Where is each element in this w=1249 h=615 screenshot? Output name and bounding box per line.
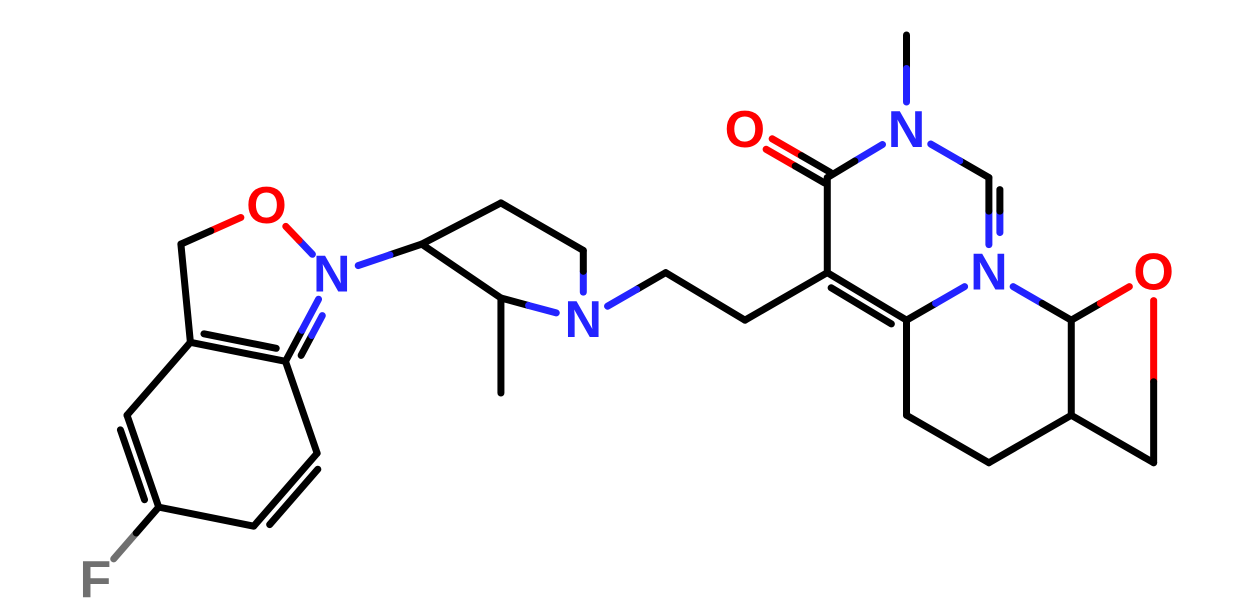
n-atom-label: N — [888, 101, 926, 159]
molecule-diagram: FONNONNO — [0, 0, 1249, 615]
f-atom-label: F — [79, 551, 111, 609]
o-atom-label: O — [725, 101, 765, 159]
n-atom-label: N — [970, 244, 1008, 302]
o-atom-label: O — [246, 177, 286, 235]
n-atom-label: N — [313, 246, 351, 304]
n-atom-label: N — [565, 291, 603, 349]
o-atom-label: O — [1133, 244, 1173, 302]
